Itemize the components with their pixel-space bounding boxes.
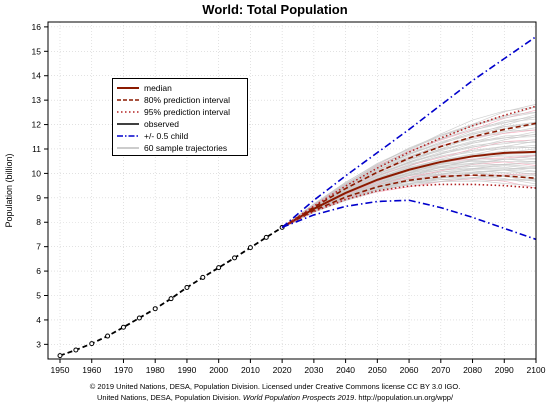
sample-trajectory	[281, 106, 537, 228]
x-tick-label: 2020	[273, 365, 292, 375]
x-tick-label: 1970	[114, 365, 133, 375]
y-tick-label: 5	[36, 291, 41, 301]
credit-line-1: © 2019 United Nations, DESA, Population …	[89, 382, 461, 391]
legend-label-observed: observed	[144, 119, 179, 129]
series-line--0-5-child	[281, 199, 537, 241]
series-line-80-prediction-interval	[281, 174, 537, 229]
y-tick-label: 12	[32, 120, 42, 130]
legend-item-half-child: +/- 0.5 child	[113, 130, 188, 142]
observed-point	[73, 347, 79, 353]
sample-trajectory	[281, 109, 537, 228]
credit-line-2: United Nations, DESA, Population Divisio…	[0, 393, 550, 402]
gridlines	[48, 22, 537, 359]
x-tick-label: 2070	[431, 365, 450, 375]
y-tick-label: 3	[36, 339, 41, 349]
observed-point	[247, 245, 253, 251]
x-tick-label: 1990	[177, 365, 196, 375]
y-tick-label: 16	[32, 22, 42, 32]
x-tick-label: 2030	[304, 365, 323, 375]
x-tick-label: 1980	[146, 365, 165, 375]
sample-trajectory	[281, 106, 537, 228]
axes	[44, 21, 537, 363]
observed-point	[263, 234, 269, 240]
credit-line-2-c: . http://population.un.org/wpp/	[354, 393, 454, 402]
credit-line-2-a: United Nations, DESA, Population Divisio…	[96, 393, 243, 402]
x-tick-label: 2060	[400, 365, 419, 375]
observed-point	[168, 296, 174, 302]
observed-point	[200, 274, 206, 280]
plot-frame	[47, 21, 537, 360]
sample-trajectory	[281, 116, 537, 228]
y-tick-label: 4	[36, 315, 41, 325]
x-tick-label: 2080	[463, 365, 482, 375]
legend-item-80: 80% prediction interval	[113, 94, 230, 106]
observed-point	[57, 353, 63, 359]
y-tick-label: 14	[32, 71, 42, 81]
chart-legend: median 80% prediction interval 95% predi…	[112, 78, 248, 156]
x-tick-label: 2010	[241, 365, 260, 375]
chart-title: World: Total Population	[202, 2, 348, 17]
y-tick-label: 10	[32, 168, 42, 178]
legend-label-80: 80% prediction interval	[144, 95, 230, 105]
observed-point	[232, 255, 238, 261]
sample-trajectory	[281, 103, 537, 228]
legend-label-median: median	[144, 83, 172, 93]
x-tick-label: 2090	[495, 365, 514, 375]
observed-point	[105, 333, 111, 339]
x-tick-label: 1950	[51, 365, 70, 375]
observed-point	[152, 306, 158, 312]
sample-trajectory	[281, 161, 537, 228]
observed-point	[136, 315, 142, 321]
legend-label-95: 95% prediction interval	[144, 107, 230, 117]
y-tick-label: 13	[32, 95, 42, 105]
observed-point	[216, 265, 222, 271]
legend-label-half-child: +/- 0.5 child	[144, 131, 189, 141]
y-tick-label: 6	[36, 266, 41, 276]
legend-item-median: median	[113, 82, 172, 94]
legend-label-trajectories: 60 sample trajectories	[144, 143, 228, 153]
legend-item-95: 95% prediction interval	[113, 106, 230, 118]
observed-point	[120, 324, 126, 330]
x-tick-label: 2100	[527, 365, 546, 375]
series-line-80-prediction-interval	[281, 122, 537, 229]
series-lines	[57, 35, 537, 359]
observed-point	[89, 341, 95, 347]
y-tick-label: 9	[36, 193, 41, 203]
y-tick-label: 11	[32, 144, 41, 154]
y-tick-label: 15	[32, 46, 42, 56]
x-tick-label: 2040	[336, 365, 355, 375]
observed-point	[184, 284, 190, 290]
y-tick-label: 7	[36, 242, 41, 252]
y-tick-label: 8	[36, 217, 41, 227]
x-tick-label: 2050	[368, 365, 387, 375]
legend-item-trajectories: 60 sample trajectories	[113, 142, 227, 154]
credit-line-2-b: World Population Prospects 2019	[242, 393, 355, 402]
legend-item-observed: observed	[113, 118, 179, 130]
series-line-median	[281, 150, 537, 229]
y-axis-label: Population (billion)	[4, 153, 14, 227]
x-tick-label: 2000	[209, 365, 228, 375]
x-tick-label: 1960	[82, 365, 101, 375]
tick-labels: 1950 1960 1970 1980 1990 2000 2010 2020 2030 2040…	[4, 22, 546, 375]
series-line--0-5-child	[281, 35, 537, 228]
